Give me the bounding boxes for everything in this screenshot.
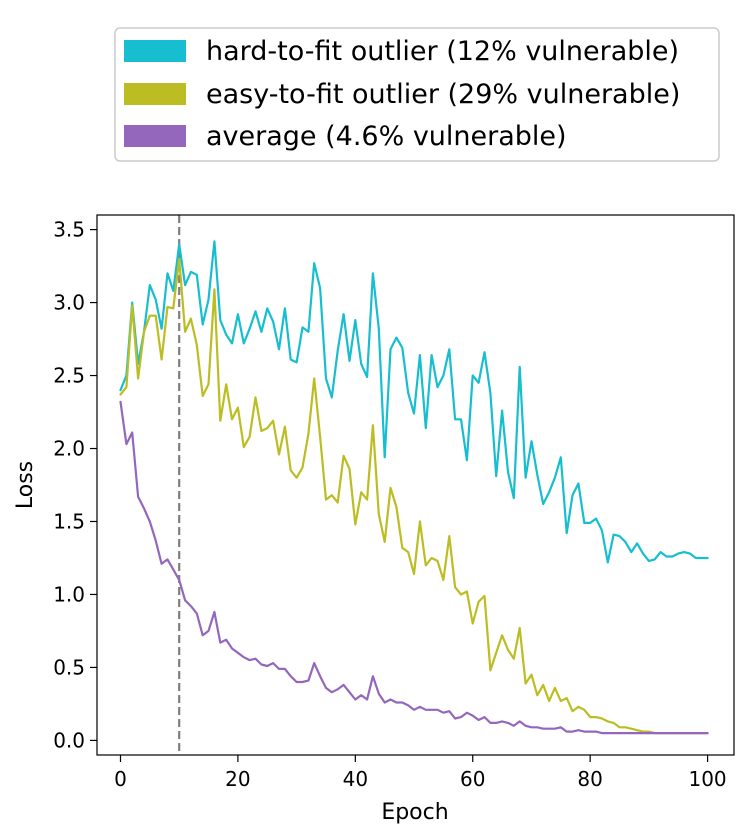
legend-label-average: average (4.6% vulnerable) (206, 121, 567, 152)
legend-label-hard-to-fit: hard-to-fit outlier (12% vulnerable) (206, 36, 679, 67)
series-line-0 (119, 240, 709, 564)
x-tick-label: 40 (343, 767, 368, 791)
y-tick-label: 1.0 (53, 582, 85, 606)
legend-swatch-hard-to-fit (124, 40, 186, 62)
y-tick-label: 1.5 (53, 509, 85, 533)
series-line-2 (119, 400, 709, 735)
x-tick-label: 100 (688, 767, 726, 791)
y-tick-label: 0.5 (53, 655, 85, 679)
plot-frame (96, 214, 735, 756)
y-tick-label: 2.5 (53, 364, 85, 388)
y-tick-label: 3.5 (53, 218, 85, 242)
legend-frame (114, 27, 720, 162)
y-tick-label: 3.0 (53, 291, 85, 315)
x-tick-label: 80 (577, 767, 602, 791)
legend-swatch-average (124, 125, 186, 147)
y-tick-label: 2.0 (53, 437, 85, 461)
y-tick-label: 0.0 (53, 728, 85, 752)
x-tick-label: 0 (114, 767, 127, 791)
series-line-1 (119, 257, 709, 735)
y-axis-label: Loss (13, 461, 38, 509)
x-tick-label: 60 (460, 767, 485, 791)
y-axis-ticks: 0.0 0.5 1.0 1.5 2.0 2.5 3.0 3.5 (53, 218, 97, 752)
legend-swatch-easy-to-fit (124, 83, 186, 105)
legend-label-easy-to-fit: easy-to-fit outlier (29% vulnerable) (206, 79, 680, 110)
x-axis-label: Epoch (381, 800, 448, 825)
plot-area (96, 214, 735, 756)
legend: hard-to-fit outlier (12% vulnerable) eas… (114, 27, 720, 162)
x-tick-label: 20 (225, 767, 250, 791)
x-axis-ticks: 0 20 40 60 80 100 (114, 755, 727, 791)
